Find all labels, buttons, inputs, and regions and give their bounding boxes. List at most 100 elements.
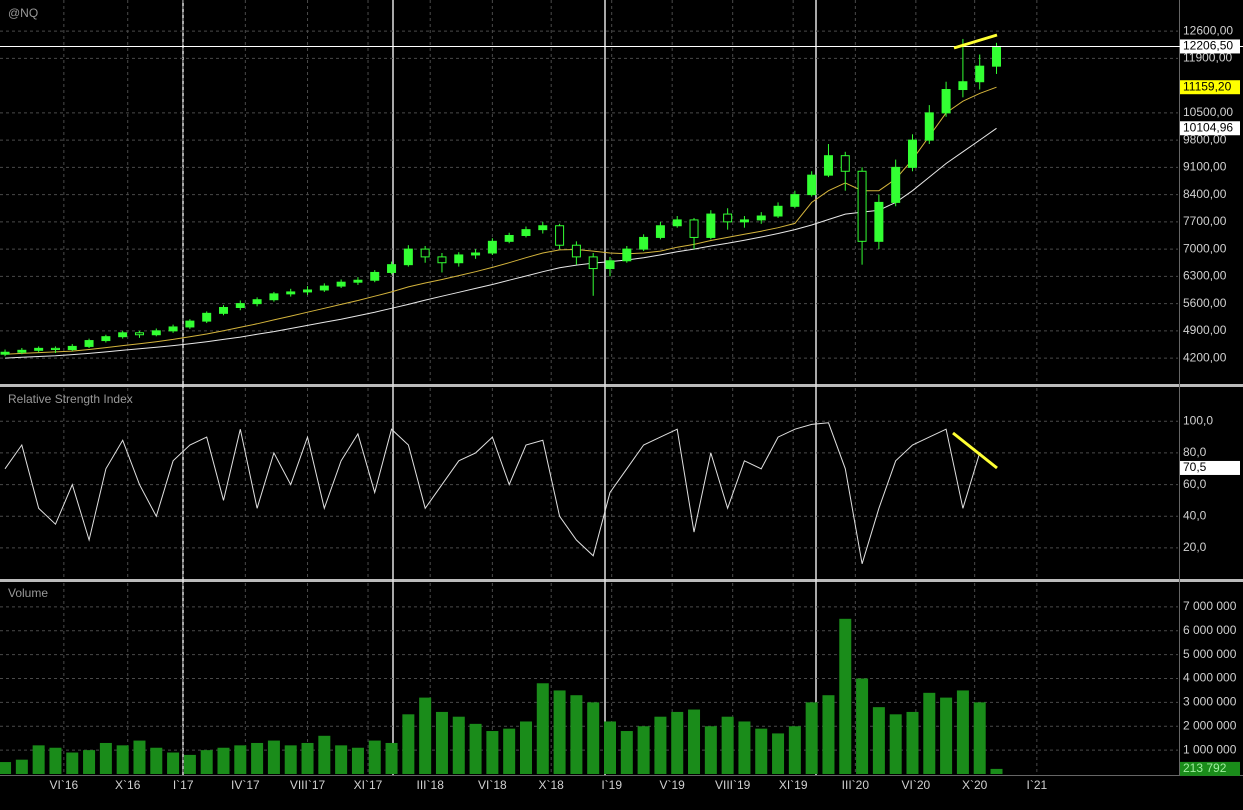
x-tick-label: I`17 <box>173 778 194 792</box>
trend-line <box>952 431 998 470</box>
candle-body <box>975 65 985 83</box>
candle-body <box>336 281 346 287</box>
y-tick-label: 6300,00 <box>1183 269 1227 283</box>
volume-bar <box>721 716 734 774</box>
candle-body <box>639 236 649 250</box>
candle-body <box>437 256 447 264</box>
x-tick-label: I`21 <box>1026 778 1047 792</box>
price-marker <box>1180 761 1240 776</box>
candle-body <box>84 340 94 347</box>
volume-bar <box>654 716 667 774</box>
volume-bar <box>452 716 465 774</box>
candle-body <box>622 248 632 262</box>
y-tick-label: 6 000 000 <box>1183 623 1237 637</box>
y-tick-label: 4200,00 <box>1183 350 1227 364</box>
moving-average <box>4 127 997 359</box>
candle-body <box>571 244 581 258</box>
volume-bar <box>0 762 12 774</box>
volume-bar <box>133 740 146 774</box>
candle-body <box>924 112 934 141</box>
panel-title: @NQ <box>8 6 38 20</box>
candle-body <box>118 332 128 338</box>
volume-bar <box>805 702 818 774</box>
volume-bar <box>704 726 717 774</box>
volume-bar <box>688 709 701 774</box>
volume-bar <box>435 711 448 774</box>
candle-body <box>555 225 565 246</box>
y-tick-label: 60,0 <box>1183 477 1207 491</box>
y-tick-label: 9800,00 <box>1183 132 1227 146</box>
candle-body <box>17 349 27 353</box>
volume-bar <box>620 731 633 774</box>
candle-body <box>471 252 481 256</box>
x-tick-label: VI`20 <box>902 778 931 792</box>
candle-body <box>689 219 699 238</box>
volume-bar <box>856 678 869 774</box>
candle-body <box>672 219 682 227</box>
candle-body <box>151 330 161 336</box>
candle-body <box>487 240 497 254</box>
candle-body <box>134 332 144 336</box>
candle-body <box>874 201 884 242</box>
y-tick-label: 2 000 000 <box>1183 718 1237 732</box>
candle-body <box>723 213 733 223</box>
y-tick-label: 7 000 000 <box>1183 599 1237 613</box>
volume-bar <box>990 768 1003 774</box>
moving-average <box>4 86 997 355</box>
y-tick-label: 100,0 <box>1183 413 1213 427</box>
candle-body <box>168 326 178 332</box>
price-marker <box>1180 39 1240 54</box>
volume-bar <box>536 683 549 774</box>
candle-body <box>269 293 279 301</box>
x-tick-label: IV`17 <box>231 778 260 792</box>
volume-bar <box>251 742 264 774</box>
x-tick-label: X`16 <box>115 778 141 792</box>
x-tick-label: VIII`19 <box>715 778 751 792</box>
candle-body <box>0 351 10 355</box>
y-tick-label: 8400,00 <box>1183 187 1227 201</box>
candle-body <box>538 225 548 231</box>
candle-body <box>941 89 951 114</box>
candle-body <box>807 174 817 196</box>
y-tick-label: 3 000 000 <box>1183 695 1237 709</box>
candle-body <box>67 345 77 351</box>
volume-bar <box>32 745 45 774</box>
volume-bar <box>385 742 398 774</box>
y-tick-label: 1 000 000 <box>1183 742 1237 756</box>
x-tick-label: VI`16 <box>50 778 79 792</box>
candle-body <box>840 155 850 172</box>
price-marker-label: 70,5 <box>1183 460 1207 474</box>
candle-body <box>50 347 60 351</box>
trend-line <box>953 33 998 50</box>
price-marker-label: 12206,50 <box>1183 39 1233 53</box>
volume-bar <box>872 707 885 774</box>
y-tick-label: 12600,00 <box>1183 23 1233 37</box>
y-tick-label: 5 000 000 <box>1183 647 1237 661</box>
candle-body <box>353 279 363 283</box>
volume-bar <box>167 752 180 774</box>
x-tick-label: III`18 <box>417 778 445 792</box>
volume-bar <box>671 711 684 774</box>
y-tick-label: 7000,00 <box>1183 241 1227 255</box>
volume-bar <box>318 735 331 774</box>
y-tick-label: 4 000 000 <box>1183 671 1237 685</box>
price-marker-label: 10104,96 <box>1183 120 1233 134</box>
candle-body <box>202 312 212 322</box>
volume-bar <box>940 697 953 774</box>
candle-body <box>454 254 464 264</box>
x-tick-label: V`19 <box>660 778 686 792</box>
x-tick-label: X`18 <box>539 778 565 792</box>
volume-bar <box>183 754 196 774</box>
volume-bar <box>755 728 768 774</box>
candle-body <box>773 205 783 217</box>
volume-bar <box>604 721 617 774</box>
candle-body <box>588 256 598 270</box>
volume-bar <box>839 618 852 774</box>
candle-body <box>219 306 229 314</box>
volume-bar <box>99 742 112 774</box>
candle-body <box>823 155 833 176</box>
volume-bar <box>284 745 297 774</box>
x-tick-label: XI`19 <box>779 778 808 792</box>
volume-bar <box>217 747 230 774</box>
